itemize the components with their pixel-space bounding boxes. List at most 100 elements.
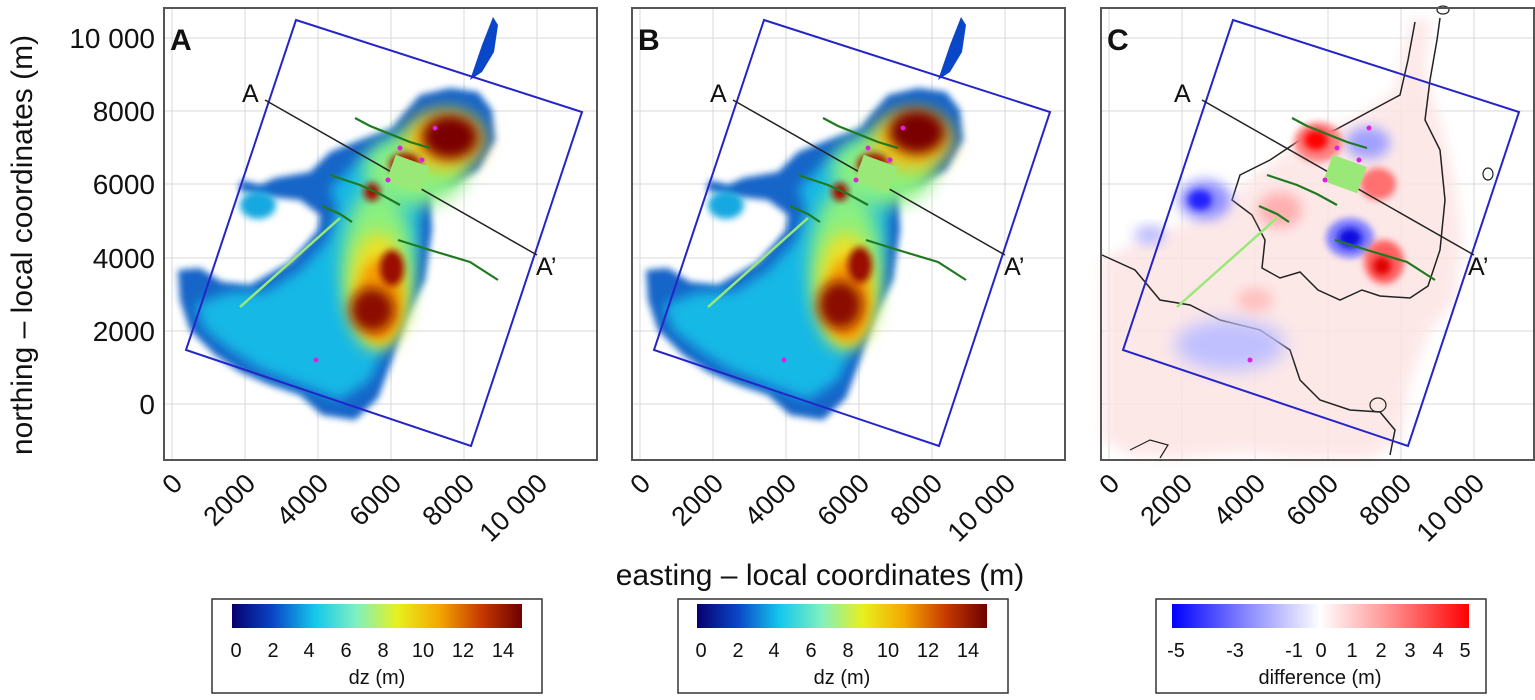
panel-b-letter: B	[638, 24, 660, 57]
colorbar-tick-label: 5	[1459, 640, 1470, 662]
panel-c-faults	[1258, 117, 1436, 281]
x-tick-label: 10 000	[474, 468, 554, 548]
dz-tail	[470, 17, 498, 80]
x-tick-label: 4000	[739, 468, 803, 532]
dz-blue-hole	[754, 214, 774, 242]
section-label-start: A	[710, 80, 727, 108]
difference-contour-loop	[1436, 5, 1450, 15]
x-tick-label: 4000	[1208, 468, 1272, 532]
colorbar-tick-label: 4	[1432, 640, 1443, 662]
colorbar-tick-label: 12	[917, 640, 939, 662]
difference-negative	[1175, 319, 1285, 371]
dz-hotspot	[380, 250, 404, 286]
difference-negative	[1134, 225, 1166, 245]
panel-c-green-trace	[1176, 217, 1278, 308]
panel-c-infrastructure	[1323, 154, 1367, 194]
y-axis-label: northing – local coordinates (m)	[6, 35, 39, 455]
colorbar-tick-label: 6	[340, 640, 351, 662]
colorbar-tick-label: -5	[1167, 640, 1185, 662]
y-tick-label: 8000	[93, 96, 155, 127]
difference-positive	[1258, 192, 1302, 228]
colorbar-tick-label: 2	[267, 640, 278, 662]
x-tick-label: 8000	[417, 468, 481, 532]
colorbar-tick-label: 0	[1315, 640, 1326, 662]
panel-a-green-trace	[239, 217, 341, 308]
x-tick-label: 8000	[1354, 468, 1418, 532]
panel-b-wells	[781, 125, 906, 363]
colorbar-a-ticks: 0 2 4 6 8 10 12 14	[230, 640, 514, 662]
dz-tail	[938, 17, 966, 80]
panel-b-green-trace	[707, 217, 809, 308]
panel-b: B A A’	[631, 7, 1066, 461]
x-tick-label: 10 000	[942, 468, 1022, 548]
difference-positive	[1304, 130, 1328, 150]
y-tick-label: 6000	[93, 169, 155, 200]
panel-a-wells	[313, 125, 438, 363]
colorbar-c-ticks: -5 -3 -1 0 1 2 3 4 5	[1167, 640, 1470, 662]
x-tick-label: 6000	[1281, 468, 1345, 532]
colorbar-tick-label: 2	[732, 640, 743, 662]
dz-blob	[240, 191, 276, 219]
panel-a-infrastructure	[386, 154, 430, 194]
colorbar-tick-label: 8	[842, 640, 853, 662]
dz-hotspot	[350, 288, 394, 332]
dz-hotspot	[889, 110, 945, 154]
section-label-start: A	[1174, 80, 1191, 108]
x-axis-label: easting – local coordinates (m)	[616, 559, 1025, 592]
colorbar-tick-label: 0	[230, 640, 241, 662]
section-label-end: A’	[1468, 253, 1488, 281]
colorbar-tick-label: 1	[1346, 640, 1357, 662]
difference-contour-loop	[1369, 397, 1387, 413]
difference-contour-loop	[1482, 167, 1494, 181]
x-tick-label: 2000	[666, 468, 730, 532]
colorbar-tick-label: -3	[1226, 640, 1244, 662]
colorbar-tick-label: 8	[377, 640, 388, 662]
colorbar-tick-label: 4	[768, 640, 779, 662]
difference-positive	[1373, 257, 1391, 275]
colorbar-tick-label: 4	[303, 640, 314, 662]
x-tick-label: 6000	[812, 468, 876, 532]
panel-b-survey-box	[652, 18, 1052, 448]
colorbar-tick-label: 0	[695, 640, 706, 662]
colorbar-tick-label: 14	[492, 640, 514, 662]
dz-hotspot	[848, 247, 872, 283]
section-label-end: A’	[536, 253, 556, 281]
x-tick-label: 8000	[885, 468, 949, 532]
difference-negative	[1188, 190, 1212, 210]
colorbar-a: 0 2 4 6 8 10 12 14 dz (m)	[211, 598, 543, 694]
panel-a: A A A’	[163, 7, 598, 461]
colorbar-tick-label: 2	[1375, 640, 1386, 662]
panel-c-survey-box	[1121, 18, 1521, 448]
difference-positive	[1237, 288, 1273, 312]
dz-hotspot	[818, 281, 862, 329]
difference-contour	[1129, 439, 1169, 459]
colorbar-tick-label: 14	[957, 640, 979, 662]
colorbar-c: -5 -3 -1 0 1 2 3 4 5 difference (m)	[1155, 598, 1487, 694]
section-label-start: A	[242, 80, 259, 108]
panel-b-infrastructure	[854, 154, 898, 194]
colorbar-b-ticks: 0 2 4 6 8 10 12 14	[695, 640, 979, 662]
colorbar-c-gradient	[1172, 604, 1469, 628]
x-tick-label: 0	[1093, 468, 1125, 500]
panel-a-letter: A	[170, 24, 192, 57]
y-tick-label: 10 000	[69, 23, 155, 54]
x-tick-label: 2000	[198, 468, 262, 532]
y-tick-label: 0	[139, 389, 155, 420]
colorbar-a-gradient	[232, 604, 522, 628]
panel-c-wells	[1247, 125, 1372, 363]
x-tick-label: 0	[624, 468, 656, 500]
difference-positive	[1360, 168, 1396, 200]
colorbar-tick-label: 12	[452, 640, 474, 662]
colorbar-b-gradient	[697, 604, 987, 628]
panel-c: C A A’	[1100, 5, 1535, 461]
section-label-end: A’	[1004, 253, 1024, 281]
x-tick-label: 10 000	[1411, 468, 1491, 548]
colorbar-tick-label: -1	[1285, 640, 1303, 662]
x-tick-labels-c: 0 2000 4000 6000 8000 10 000	[1093, 468, 1490, 548]
colorbar-tick-label: 10	[877, 640, 899, 662]
x-tick-label: 2000	[1135, 468, 1199, 532]
colorbar-b-label: dz (m)	[814, 667, 871, 689]
panel-a-survey-box	[184, 18, 584, 448]
dz-hotspot	[422, 115, 478, 159]
colorbar-a-label: dz (m)	[349, 667, 406, 689]
